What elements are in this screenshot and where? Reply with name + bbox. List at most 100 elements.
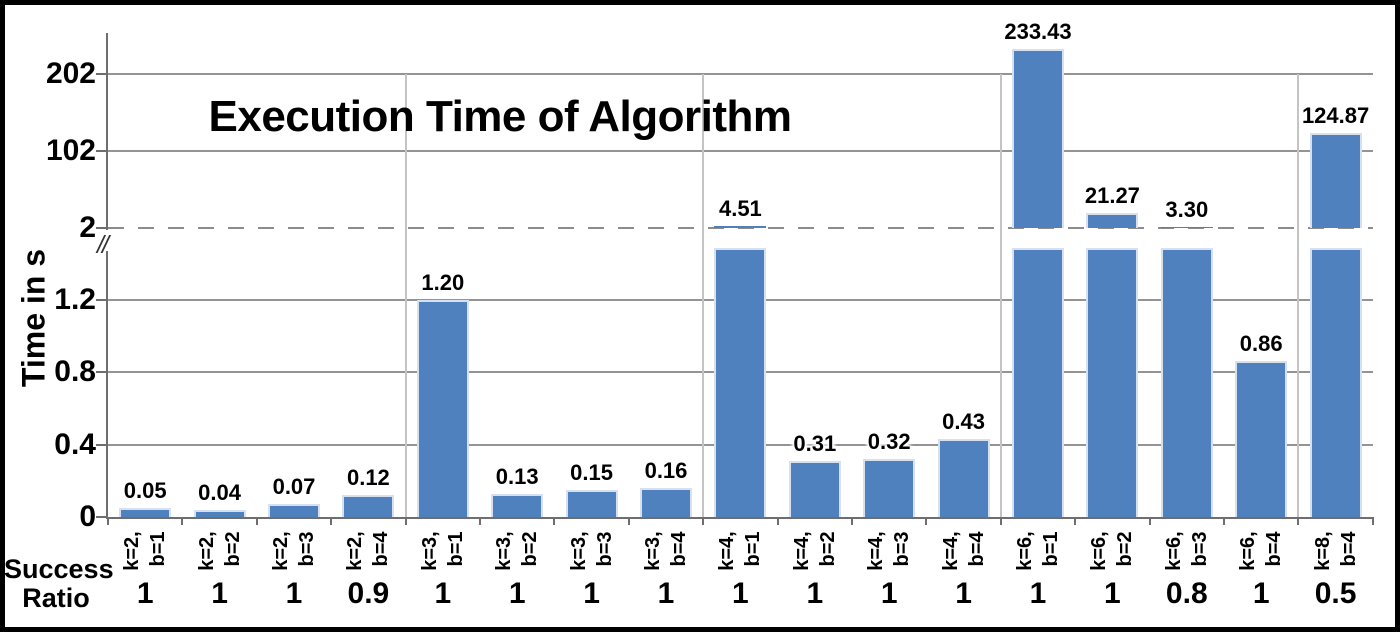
- x-tick-mark: [404, 517, 407, 525]
- bar: [193, 509, 246, 517]
- success-ratio-value: 1: [136, 577, 154, 610]
- bar-upper-segment: [714, 226, 767, 228]
- bar-value-label: 124.87: [1301, 103, 1370, 128]
- bar-value-label: 0.31: [793, 430, 837, 456]
- x-tick-mark: [925, 517, 928, 525]
- bar-upper-segment: [1086, 213, 1139, 228]
- y-tick-label: 1.2: [54, 282, 96, 316]
- x-tick-mark: [1297, 517, 1300, 525]
- success-ratio-value: 1: [955, 577, 972, 610]
- bar-value-label: 0.13: [495, 463, 539, 489]
- gridline: [108, 149, 1373, 152]
- bar-value-label: 0.32: [867, 429, 911, 455]
- bar-value-label: 0.05: [123, 478, 167, 503]
- x-tick-mark: [479, 517, 481, 525]
- bar: [268, 504, 320, 517]
- gridline: [108, 72, 1373, 75]
- y-axis-line: [106, 33, 108, 230]
- x-tick-mark: [999, 517, 1002, 525]
- success-ratio-value: 1: [211, 577, 228, 610]
- y-tick-mark: [96, 149, 108, 152]
- gridline-dashed: [108, 227, 1373, 229]
- group-separator: [1297, 73, 1300, 525]
- bar-upper-segment: [1012, 49, 1064, 228]
- group-separator: [999, 73, 1002, 525]
- x-tick-mark: [776, 517, 779, 525]
- bar-value-label: 0.86: [1239, 331, 1283, 357]
- bar: [342, 495, 395, 517]
- x-axis-line: [106, 517, 1373, 519]
- success-ratio-row-header-line1: Success: [4, 554, 114, 584]
- x-tick-mark: [702, 517, 705, 525]
- y-axis-line: [106, 251, 108, 519]
- bar: [1235, 361, 1288, 517]
- bar-value-label: 3.30: [1165, 197, 1209, 222]
- bar-value-label: 233.43: [1004, 19, 1072, 44]
- group-separator: [404, 73, 407, 525]
- bar-value-label: 1.20: [421, 269, 465, 295]
- bar-lower-segment: [714, 248, 767, 517]
- bar: [565, 489, 618, 518]
- x-tick-mark: [107, 517, 109, 525]
- y-tick-label: 202: [45, 56, 96, 90]
- success-ratio-row-header-line2: Ratio: [22, 582, 90, 613]
- y-tick-mark: [96, 72, 108, 75]
- bar-lower-segment: [1309, 248, 1362, 517]
- success-ratio-value: 1: [508, 577, 526, 610]
- success-ratio-value: 0.8: [1165, 577, 1208, 610]
- success-ratio-value: 1: [285, 577, 303, 610]
- y-tick-label: 0: [79, 500, 96, 533]
- bar: [416, 299, 469, 517]
- x-tick-mark: [553, 517, 556, 525]
- y-tick-mark: [96, 298, 108, 301]
- bar: [491, 493, 544, 517]
- success-ratio-value: 0.9: [347, 577, 390, 610]
- success-ratio-value: 1: [434, 577, 452, 610]
- bar-value-label: 4.51: [718, 196, 762, 221]
- y-tick-label: 0.8: [54, 355, 96, 389]
- x-tick-mark: [181, 517, 184, 525]
- bar-lower-segment: [1160, 248, 1213, 517]
- bar-value-label: 0.16: [644, 458, 688, 483]
- success-ratio-value: 1: [880, 577, 898, 610]
- x-tick-mark: [851, 517, 853, 525]
- bar-value-label: 0.07: [272, 474, 316, 500]
- bar-lower-segment: [1012, 248, 1064, 517]
- bar-value-label: 21.27: [1084, 183, 1140, 208]
- success-ratio-value: 0.5: [1314, 577, 1357, 610]
- y-tick-mark: [96, 443, 108, 446]
- x-tick-mark: [1371, 517, 1374, 525]
- bar-upper-segment: [1309, 133, 1362, 228]
- y-tick-mark: [96, 227, 108, 229]
- y-tick-label: 2: [79, 211, 96, 244]
- success-ratio-value: 1: [583, 577, 600, 610]
- bar-value-label: 0.12: [346, 465, 390, 491]
- bar: [788, 460, 841, 517]
- bar-value-label: 0.43: [942, 409, 985, 435]
- success-ratio-row-header: Success Ratio: [4, 554, 114, 613]
- bar-upper-segment: [1160, 227, 1213, 228]
- y-tick-mark: [96, 371, 108, 374]
- bar: [119, 508, 172, 518]
- success-ratio-value: 1: [806, 577, 824, 610]
- bar-value-label: 0.15: [570, 459, 613, 485]
- success-ratio-value: 1: [1029, 577, 1047, 610]
- bar: [937, 439, 990, 517]
- y-axis-title: Time in s: [15, 248, 52, 388]
- success-ratio-value: 1: [732, 577, 749, 610]
- y-tick-mark: [96, 516, 108, 518]
- x-tick-mark: [1074, 517, 1077, 525]
- axis-break-mark: //: [97, 231, 109, 259]
- x-tick-mark: [627, 517, 630, 525]
- x-tick-mark: [1223, 517, 1225, 525]
- chart-title: Execution Time of Algorithm: [208, 92, 793, 141]
- y-tick-label: 102: [45, 133, 96, 167]
- x-tick-mark: [255, 517, 258, 525]
- x-tick-mark: [1148, 517, 1151, 525]
- bar: [863, 459, 916, 517]
- group-separator: [702, 73, 705, 525]
- success-ratio-value: 1: [657, 577, 675, 610]
- bar-value-label: 0.04: [198, 479, 241, 505]
